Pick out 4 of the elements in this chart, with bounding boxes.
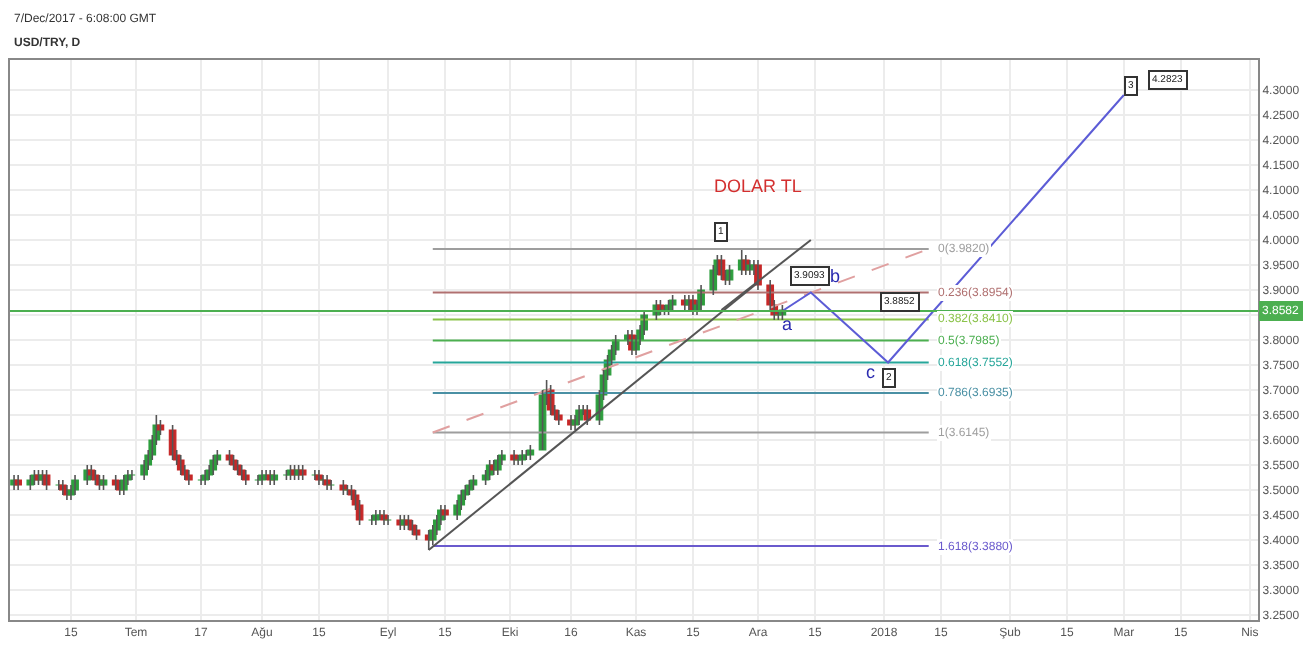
annotation: c [866,362,876,382]
annotation: a [782,314,793,334]
annotation: DOLAR TL [714,176,802,196]
annotation: b [830,266,841,286]
